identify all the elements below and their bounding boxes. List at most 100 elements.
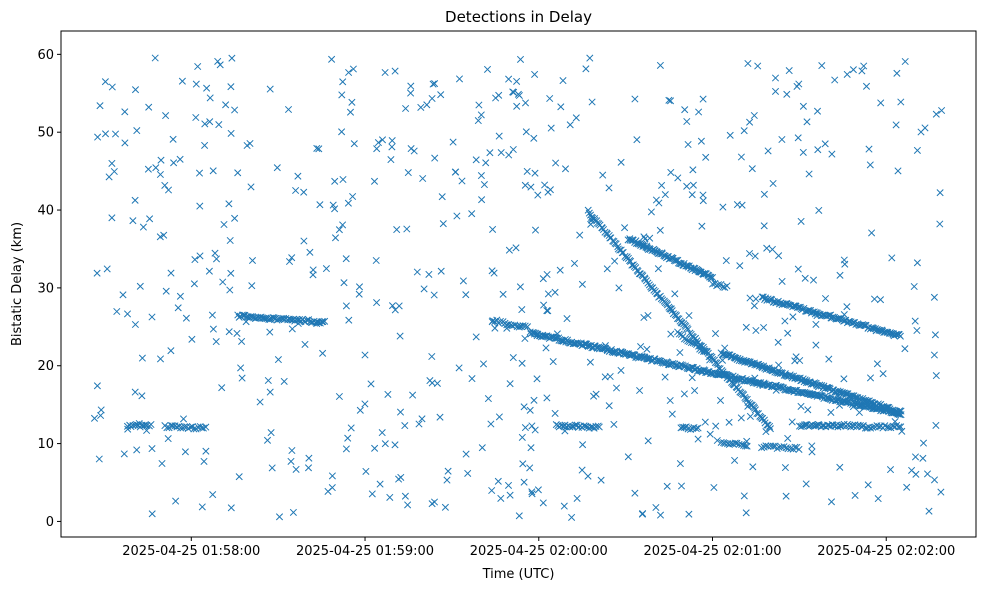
detection-point — [396, 408, 405, 416]
detection-point — [472, 333, 480, 341]
detection-point — [346, 108, 355, 116]
detection-point — [709, 280, 717, 288]
detection-point — [586, 54, 594, 62]
detection-point — [930, 476, 939, 484]
detection-point — [586, 358, 594, 366]
detection-point — [196, 252, 204, 260]
detection-point — [519, 322, 527, 330]
detection-point — [431, 154, 439, 162]
detection-point — [138, 392, 146, 400]
detection-point — [534, 191, 542, 199]
detection-point — [449, 138, 457, 146]
detection-point — [430, 291, 438, 299]
detection-point — [762, 428, 770, 436]
detection-point — [190, 280, 198, 288]
detection-point — [828, 150, 836, 158]
detection-point — [464, 469, 472, 477]
detection-point — [656, 511, 665, 519]
detection-point — [196, 202, 204, 210]
axes: 2025-04-25 01:58:00 2025-04-25 01:59:00 20… — [37, 48, 955, 559]
detection-point — [428, 94, 436, 103]
detection-point — [127, 423, 135, 431]
detection-point — [869, 423, 877, 431]
detection-point — [227, 83, 235, 91]
detection-point — [702, 153, 710, 161]
detection-point — [824, 394, 832, 403]
detection-point — [160, 231, 168, 239]
detection-point — [808, 448, 816, 456]
detection-point — [218, 384, 226, 392]
detection-point — [495, 91, 503, 99]
detection-point — [721, 344, 729, 352]
detection-point — [222, 101, 230, 109]
detection-point — [235, 473, 243, 481]
detection-point — [680, 335, 689, 343]
detection-point — [911, 453, 920, 461]
detection-point — [886, 466, 895, 474]
detection-point — [597, 476, 605, 484]
detection-point — [515, 323, 523, 331]
detection-point — [144, 165, 152, 173]
detection-point — [617, 366, 625, 374]
detection-point — [356, 406, 364, 414]
detection-point — [809, 276, 818, 284]
detection-point — [765, 296, 773, 304]
detection-point — [530, 396, 538, 404]
detection-point — [496, 317, 504, 325]
detection-point — [669, 310, 677, 318]
detection-point — [531, 426, 539, 434]
detection-point — [505, 246, 513, 254]
detection-point — [661, 373, 669, 381]
detection-point — [136, 282, 144, 290]
detection-point — [638, 353, 646, 361]
detection-point — [520, 478, 528, 486]
detection-point — [771, 87, 780, 95]
detection-point — [266, 328, 274, 336]
detection-point — [804, 406, 812, 414]
detection-point — [288, 446, 296, 455]
detection-point — [488, 318, 496, 326]
detection-point — [831, 396, 839, 405]
detection-point — [504, 320, 513, 328]
detection-point — [521, 99, 530, 107]
detection-point — [860, 62, 868, 70]
detection-point — [652, 196, 660, 204]
detection-point — [477, 172, 485, 180]
detection-point — [896, 407, 904, 415]
detection-point — [885, 423, 893, 432]
detection-point — [685, 311, 693, 320]
detection-point — [897, 407, 905, 415]
detection-point — [710, 483, 718, 492]
detection-point — [162, 287, 170, 295]
detection-point — [615, 284, 623, 292]
detection-point — [209, 491, 217, 499]
detection-point — [599, 171, 607, 179]
detection-point — [684, 140, 692, 149]
detection-point — [676, 460, 684, 468]
detection-point — [735, 440, 743, 448]
detection-point — [238, 337, 246, 345]
detection-point — [489, 225, 497, 233]
detection-point — [284, 105, 293, 114]
detection-point — [877, 99, 885, 107]
detection-point — [656, 61, 664, 69]
detection-point — [543, 270, 551, 279]
detection-point — [840, 375, 848, 383]
detection-point — [339, 221, 347, 229]
detection-point — [331, 234, 340, 242]
detection-point — [797, 402, 805, 410]
detection-point — [601, 373, 609, 381]
detection-point — [443, 476, 451, 484]
detection-point — [774, 338, 782, 346]
x-axis-label: Time (UTC) — [482, 567, 555, 582]
detection-point — [813, 421, 821, 429]
detection-point — [103, 265, 111, 273]
detection-point — [612, 384, 621, 392]
detection-point — [860, 321, 868, 329]
detection-point — [593, 217, 601, 225]
detection-point — [689, 166, 697, 174]
detection-point — [264, 376, 272, 385]
detection-point — [453, 212, 461, 220]
detection-point — [913, 326, 921, 335]
detection-point — [654, 265, 662, 273]
